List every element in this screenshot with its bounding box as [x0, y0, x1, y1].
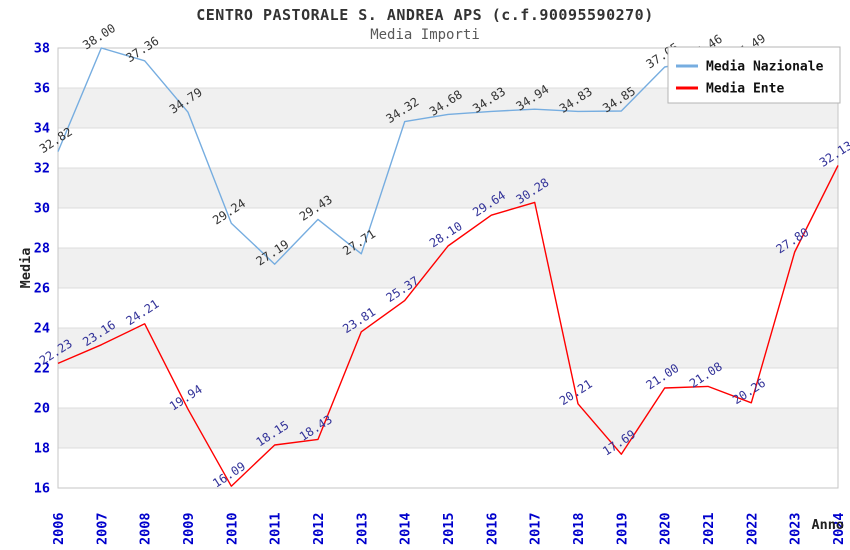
legend-box [667, 46, 841, 104]
plot-band [58, 448, 838, 488]
y-tick-label: 32 [34, 161, 50, 177]
y-tick-label: 34 [34, 121, 50, 137]
chart-subtitle: Media Importi [370, 27, 480, 43]
x-axis-title: Anno [811, 517, 844, 533]
x-tick-label: 2021 [701, 512, 717, 545]
plot-band [58, 328, 838, 368]
x-tick-label: 2019 [614, 512, 630, 545]
series-line-media-nazionale [57, 47, 752, 265]
x-tick-label: 2010 [224, 512, 240, 545]
plot-bands [58, 48, 838, 488]
y-axis-title: Media [18, 248, 34, 289]
y-tick-label: 36 [34, 81, 50, 97]
x-tick-label: 2013 [354, 512, 370, 545]
plot-band [58, 288, 838, 328]
x-tick-label: 2012 [311, 512, 327, 545]
x-tick-label: 2023 [788, 512, 804, 545]
series-line-media-ente [57, 165, 839, 487]
y-tick-label: 30 [34, 201, 50, 217]
plot-band [58, 128, 838, 168]
x-tick-label: 2011 [268, 512, 284, 545]
x-tick-label: 2020 [658, 512, 674, 545]
x-axis-tick-labels: 2006 2007 2008 2009 2010 2011 2012 2013 2014 2015… [51, 512, 847, 545]
y-tick-label: 18 [34, 441, 50, 457]
plot-band [58, 248, 838, 288]
y-tick-label: 24 [34, 321, 50, 337]
y-tick-label: 16 [34, 481, 50, 497]
x-tick-label: 2009 [181, 512, 197, 545]
x-tick-label: 2016 [484, 512, 500, 545]
y-tick-label: 22 [34, 361, 50, 377]
legend: Media Nazionale Media Ente [667, 46, 841, 104]
y-tick-label: 26 [34, 281, 50, 297]
y-tick-label: 28 [34, 241, 50, 257]
x-tick-label: 2024 [831, 512, 847, 545]
chart-title: CENTRO PASTORALE S. ANDREA APS (c.f.9009… [196, 6, 654, 24]
plot-band [58, 208, 838, 248]
y-tick-label: 38 [34, 41, 50, 57]
x-tick-label: 2017 [528, 512, 544, 545]
legend-label: Media Ente [706, 82, 784, 97]
x-tick-label: 2006 [51, 512, 67, 545]
plot-band [58, 168, 838, 208]
plot-border [57, 47, 839, 489]
y-axis-tick-labels: 16 18 20 22 24 26 28 30 32 34 36 38 [34, 41, 50, 497]
x-tick-label: 2008 [138, 512, 154, 545]
legend-label: Media Nazionale [706, 60, 824, 75]
plot-band [58, 408, 838, 448]
gridlines [58, 87, 838, 449]
x-tick-label: 2015 [441, 512, 457, 545]
x-tick-label: 2018 [571, 512, 587, 545]
x-tick-label: 2014 [398, 512, 414, 545]
x-tick-label: 2022 [744, 512, 760, 545]
x-tick-label: 2007 [94, 512, 110, 545]
plot-band [58, 368, 838, 408]
y-tick-label: 20 [34, 401, 50, 417]
